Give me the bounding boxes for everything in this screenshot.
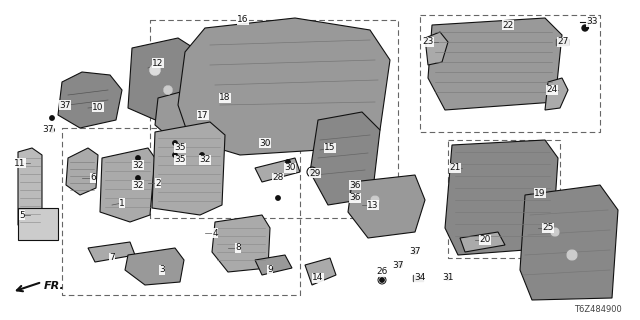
- Polygon shape: [125, 248, 184, 285]
- Polygon shape: [18, 148, 42, 230]
- Polygon shape: [66, 148, 98, 195]
- Text: 30: 30: [284, 164, 296, 172]
- Text: 6: 6: [90, 173, 96, 182]
- Text: 37: 37: [409, 247, 420, 257]
- Circle shape: [371, 196, 379, 204]
- Circle shape: [266, 141, 270, 145]
- Text: 29: 29: [309, 169, 321, 178]
- Circle shape: [164, 86, 172, 94]
- Text: 34: 34: [414, 274, 426, 283]
- Circle shape: [276, 196, 280, 200]
- Bar: [556, 39, 568, 45]
- Polygon shape: [128, 38, 200, 122]
- Text: 32: 32: [132, 180, 144, 189]
- Text: 9: 9: [267, 266, 273, 275]
- Text: 23: 23: [422, 37, 434, 46]
- Text: T6Z484900: T6Z484900: [574, 306, 622, 315]
- Circle shape: [136, 176, 140, 180]
- Text: 27: 27: [557, 37, 569, 46]
- Polygon shape: [18, 208, 58, 240]
- Text: 26: 26: [376, 268, 388, 276]
- Text: 32: 32: [199, 156, 211, 164]
- Circle shape: [286, 160, 290, 164]
- Text: 16: 16: [237, 15, 249, 25]
- Text: 8: 8: [235, 244, 241, 252]
- Text: 14: 14: [312, 274, 324, 283]
- Text: 12: 12: [152, 59, 164, 68]
- Text: 5: 5: [19, 211, 25, 220]
- Text: 35: 35: [174, 156, 186, 164]
- Circle shape: [582, 25, 588, 31]
- Polygon shape: [58, 72, 122, 128]
- Circle shape: [50, 128, 54, 132]
- Polygon shape: [255, 255, 292, 275]
- Text: 37: 37: [60, 100, 71, 109]
- Text: 22: 22: [502, 20, 514, 29]
- Text: 28: 28: [272, 173, 284, 182]
- Text: 3: 3: [159, 266, 165, 275]
- Polygon shape: [305, 258, 336, 285]
- Text: 15: 15: [324, 143, 336, 153]
- Circle shape: [200, 153, 204, 157]
- Text: 36: 36: [349, 194, 361, 203]
- Polygon shape: [255, 158, 300, 182]
- Text: 36: 36: [349, 180, 361, 189]
- Polygon shape: [152, 122, 225, 215]
- Text: 35: 35: [174, 143, 186, 153]
- Circle shape: [173, 141, 177, 145]
- Polygon shape: [212, 215, 270, 272]
- Text: 20: 20: [479, 236, 491, 244]
- Text: 1: 1: [119, 198, 125, 207]
- Polygon shape: [100, 148, 155, 222]
- Text: 31: 31: [442, 274, 454, 283]
- Circle shape: [173, 153, 177, 157]
- Text: 33: 33: [586, 18, 598, 27]
- Text: 4: 4: [212, 228, 218, 237]
- Polygon shape: [88, 242, 135, 262]
- Text: 21: 21: [449, 164, 461, 172]
- Bar: [413, 275, 423, 281]
- Text: 30: 30: [259, 139, 271, 148]
- Text: 24: 24: [547, 85, 557, 94]
- Text: 7: 7: [109, 253, 115, 262]
- Circle shape: [353, 196, 357, 200]
- Text: 17: 17: [197, 110, 209, 119]
- Text: 25: 25: [542, 223, 554, 233]
- Polygon shape: [445, 140, 558, 255]
- Polygon shape: [428, 18, 562, 110]
- Polygon shape: [198, 100, 235, 140]
- Circle shape: [150, 65, 160, 75]
- Circle shape: [150, 65, 160, 75]
- Text: 13: 13: [367, 201, 379, 210]
- Polygon shape: [155, 90, 200, 138]
- Circle shape: [413, 250, 417, 254]
- Circle shape: [50, 116, 54, 120]
- Polygon shape: [178, 18, 390, 155]
- Circle shape: [380, 278, 384, 282]
- Polygon shape: [425, 32, 448, 65]
- Polygon shape: [348, 175, 425, 238]
- Circle shape: [310, 170, 314, 174]
- Text: 10: 10: [92, 102, 104, 111]
- Circle shape: [446, 276, 450, 280]
- Text: 19: 19: [534, 188, 546, 197]
- Polygon shape: [545, 78, 568, 110]
- Circle shape: [164, 86, 172, 94]
- Text: 11: 11: [14, 158, 26, 167]
- Circle shape: [551, 228, 559, 236]
- Circle shape: [136, 156, 140, 160]
- Polygon shape: [310, 112, 380, 205]
- Polygon shape: [460, 232, 505, 252]
- Text: 2: 2: [155, 179, 161, 188]
- Text: 37: 37: [42, 125, 54, 134]
- Text: FR.: FR.: [44, 281, 65, 291]
- Text: 37: 37: [392, 260, 404, 269]
- Text: 18: 18: [220, 93, 231, 102]
- Text: 32: 32: [132, 161, 144, 170]
- Circle shape: [398, 263, 402, 267]
- Circle shape: [353, 183, 357, 187]
- Circle shape: [567, 250, 577, 260]
- Polygon shape: [520, 185, 618, 300]
